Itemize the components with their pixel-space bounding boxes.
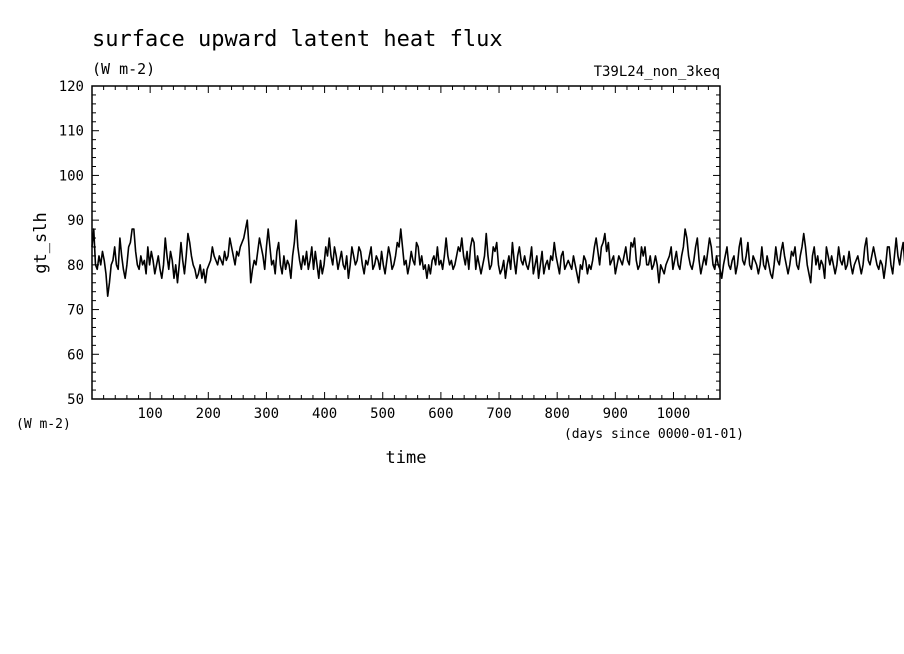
y-tick-label: 70: [67, 303, 84, 319]
y-tick-label: 120: [59, 79, 84, 95]
x-tick-label: 500: [370, 406, 395, 422]
chart-title: surface upward latent heat flux: [92, 27, 503, 52]
x-tick-label: 100: [137, 406, 162, 422]
case-label: T39L24_non_3keq: [594, 64, 720, 80]
y-tick-label: 60: [67, 347, 84, 363]
plot-frame: [91, 85, 721, 400]
y-tick-label: 80: [67, 258, 84, 274]
y-tick-label: 100: [59, 168, 84, 184]
x-tick-label: 1000: [657, 406, 691, 422]
y-tick-label: 50: [67, 392, 84, 408]
x-tick-label: 600: [428, 406, 453, 422]
x-axis-units: (days since 0000-01-01): [564, 427, 744, 442]
series-line: [91, 219, 904, 297]
x-axis-label: time: [386, 448, 427, 468]
chart-subtitle: (W m-2): [92, 60, 155, 78]
x-tick-label: 400: [312, 406, 337, 422]
y-tick-label: 90: [67, 213, 84, 229]
x-tick-label: 700: [486, 406, 511, 422]
y-axis-label: gt_slh: [31, 212, 51, 273]
x-tick-label: 800: [545, 406, 570, 422]
x-tick-label: 900: [603, 406, 628, 422]
y-axis-ticks: 50 60 70 80 90 100 110 120: [59, 79, 720, 408]
y-tick-label: 110: [59, 124, 84, 140]
x-axis-ticks: 100 200 300 400 500 600 700 800 900 1000: [103, 86, 709, 422]
y-axis-units: (W m-2): [16, 417, 71, 432]
x-tick-label: 200: [196, 406, 221, 422]
x-tick-label: 300: [254, 406, 279, 422]
